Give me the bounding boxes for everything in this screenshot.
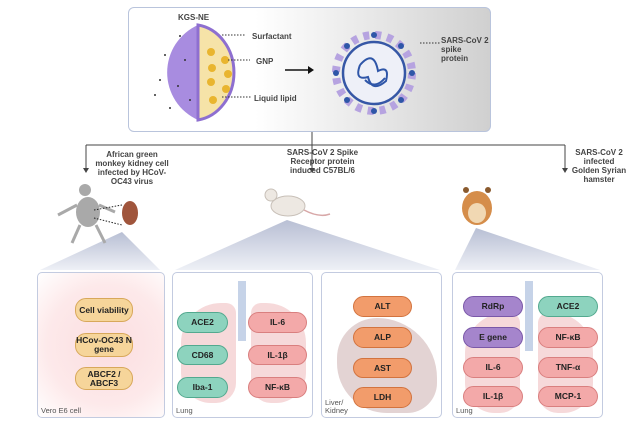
surfactant-label: Surfactant <box>252 32 292 41</box>
trachea-icon <box>238 281 246 341</box>
panel-label: Lung <box>456 406 473 415</box>
marker-pill: ACE2 <box>538 296 598 317</box>
monkey-icon <box>57 184 116 244</box>
marker-pill: IL-6 <box>248 312 307 333</box>
marker-pill: MCP-1 <box>538 386 598 407</box>
fan-hamster <box>455 228 600 270</box>
marker-pill: IL-6 <box>463 357 523 378</box>
fan-monkey <box>40 232 160 270</box>
marker-pill: E gene <box>463 327 523 348</box>
fan-mouse <box>175 220 440 270</box>
trachea-icon <box>525 281 533 351</box>
nanoemulsion-icon <box>154 23 236 122</box>
branch-mouse-label: SARS-CoV 2 Spike Receptor protein induce… <box>286 148 359 175</box>
branch-monkey-label: African green monkey kidney cell infecte… <box>95 150 169 186</box>
panel-label: Liver/ Kidney <box>325 398 348 415</box>
mouse-icon <box>264 188 331 217</box>
marker-pill: CD68 <box>177 345 228 365</box>
marker-pill: Iba-1 <box>177 377 228 398</box>
liquid-lipid-label: Liquid lipid <box>254 94 297 103</box>
marker-pill: ACE2 <box>177 312 228 333</box>
marker-pill: TNF-α <box>538 357 598 378</box>
marker-pill: RdRp <box>463 296 523 317</box>
virus-icon <box>332 31 416 115</box>
nanoemulsion-title: KGS-NE <box>178 13 210 22</box>
marker-pill: NF-κB <box>248 377 307 398</box>
marker-pill: Cell viability <box>75 298 133 322</box>
marker-pill: ALP <box>353 327 412 348</box>
gnp-label: GNP <box>256 57 274 66</box>
panel-label: Vero E6 cell <box>41 406 82 415</box>
marker-pill: AST <box>353 358 412 378</box>
panel-label: Lung <box>176 406 193 415</box>
marker-pill: HCov-OC43 N gene <box>75 333 133 357</box>
marker-pill: LDH <box>353 387 412 408</box>
marker-pill: ABCF2 / ABCF3 <box>75 367 133 390</box>
hamster-icon <box>462 187 492 225</box>
marker-pill: ALT <box>353 296 412 317</box>
virus-label: SARS-CoV 2 spike protein <box>441 36 489 63</box>
marker-pill: IL-1β <box>463 386 523 407</box>
marker-pill: IL-1β <box>248 345 307 365</box>
marker-pill: NF-κB <box>538 327 598 348</box>
kidney-icon <box>122 201 138 225</box>
branch-hamster-label: SARS-CoV 2 infected Golden Syrian hamste… <box>571 148 627 184</box>
